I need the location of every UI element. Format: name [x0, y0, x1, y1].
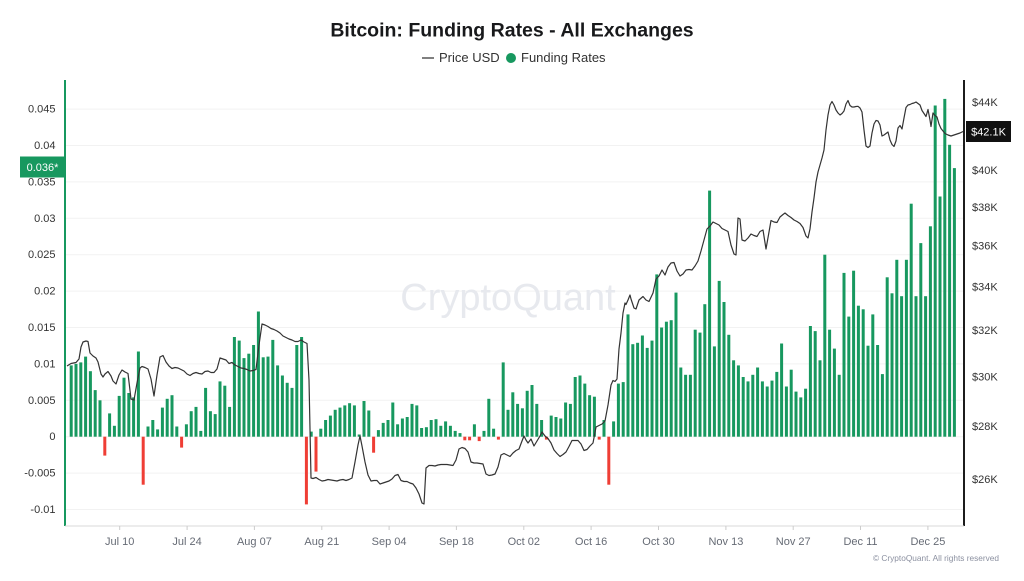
- svg-text:Jul 10: Jul 10: [105, 536, 134, 548]
- svg-text:0.04: 0.04: [34, 140, 55, 152]
- svg-text:Funding Rates: Funding Rates: [521, 50, 606, 65]
- svg-text:$38K: $38K: [972, 202, 998, 214]
- svg-text:$36K: $36K: [972, 241, 998, 253]
- svg-text:Nov 27: Nov 27: [776, 536, 811, 548]
- svg-text:Bitcoin: Funding Rates - All E: Bitcoin: Funding Rates - All Exchanges: [330, 20, 693, 42]
- svg-text:0.01: 0.01: [34, 358, 55, 370]
- svg-text:0.015: 0.015: [28, 322, 56, 334]
- svg-text:$28K: $28K: [972, 421, 998, 433]
- svg-text:Oct 30: Oct 30: [642, 536, 674, 548]
- svg-text:-0.005: -0.005: [24, 468, 55, 480]
- svg-text:$42.1K: $42.1K: [971, 127, 1007, 139]
- svg-text:Price USD: Price USD: [439, 50, 500, 65]
- svg-text:0.025: 0.025: [28, 249, 56, 261]
- svg-text:Oct 02: Oct 02: [508, 536, 540, 548]
- svg-text:Sep 04: Sep 04: [372, 536, 407, 548]
- svg-text:0.035: 0.035: [28, 176, 56, 188]
- svg-text:$44K: $44K: [972, 97, 998, 109]
- svg-text:0.005: 0.005: [28, 395, 56, 407]
- svg-text:$34K: $34K: [972, 282, 998, 294]
- svg-text:Sep 18: Sep 18: [439, 536, 474, 548]
- svg-text:Dec 25: Dec 25: [910, 536, 945, 548]
- svg-text:Aug 21: Aug 21: [304, 536, 339, 548]
- svg-text:$40K: $40K: [972, 165, 998, 177]
- svg-text:0: 0: [49, 431, 55, 443]
- svg-text:$30K: $30K: [972, 371, 998, 383]
- svg-text:$32K: $32K: [972, 325, 998, 337]
- svg-text:Aug 07: Aug 07: [237, 536, 272, 548]
- svg-text:0.045: 0.045: [28, 104, 56, 116]
- svg-text:Nov 13: Nov 13: [708, 536, 743, 548]
- svg-text:Oct 16: Oct 16: [575, 536, 607, 548]
- svg-text:Jul 24: Jul 24: [172, 536, 201, 548]
- svg-text:0.02: 0.02: [34, 286, 55, 298]
- svg-text:Dec 11: Dec 11: [843, 536, 877, 548]
- svg-text:0.03: 0.03: [34, 213, 55, 225]
- svg-text:$26K: $26K: [972, 474, 998, 486]
- svg-text:-0.01: -0.01: [30, 504, 55, 516]
- svg-text:CryptoQuant: CryptoQuant: [400, 277, 616, 319]
- svg-text:0.036*: 0.036*: [27, 162, 60, 174]
- svg-text:© CryptoQuant. All rights rese: © CryptoQuant. All rights reserved: [873, 553, 999, 563]
